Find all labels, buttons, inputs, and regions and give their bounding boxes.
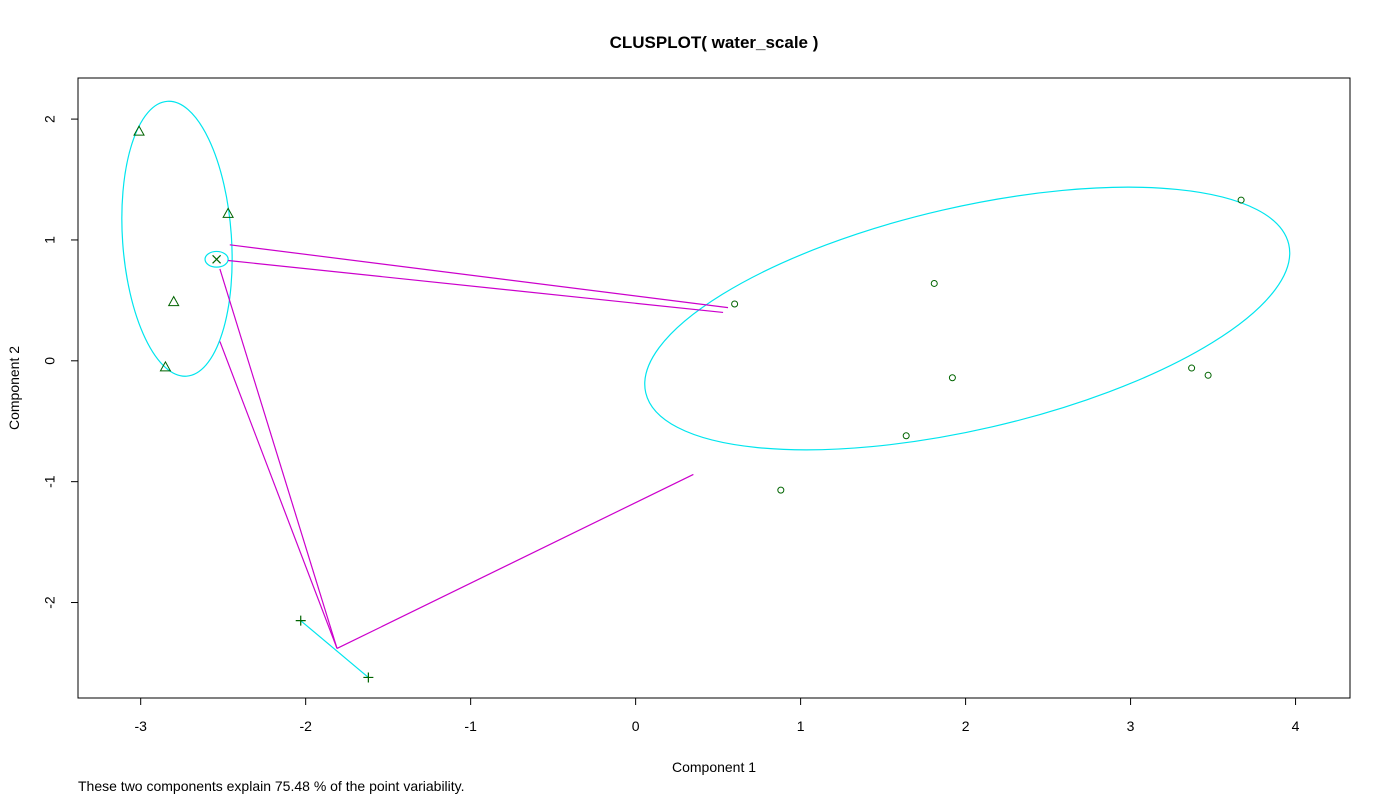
- cluster-connector: [228, 259, 724, 314]
- x-tick-label: 1: [797, 718, 805, 734]
- cluster-ellipse-2: [204, 250, 229, 268]
- cluster-connectors: [219, 244, 729, 649]
- data-point-triangle: [222, 207, 234, 218]
- x-tick-label: 4: [1292, 718, 1300, 734]
- data-point-plus: [295, 615, 306, 626]
- cluster-connector: [219, 268, 338, 649]
- cluster-ellipse-3: [300, 620, 369, 678]
- data-point-circle: [948, 374, 956, 382]
- data-point-triangle: [159, 360, 172, 372]
- cluster-ellipse-4: [644, 186, 1291, 451]
- data-point-circle: [930, 279, 938, 287]
- x-tick-label: -2: [299, 718, 312, 734]
- y-tick-label: -1: [42, 475, 58, 488]
- data-point-circle: [1237, 196, 1245, 204]
- data-points: [133, 125, 1245, 683]
- cluster-connector: [229, 244, 729, 309]
- y-axis-label: Component 2: [6, 346, 22, 430]
- y-tick-label: 0: [42, 357, 58, 365]
- data-point-circle: [777, 486, 785, 494]
- x-axis-label: Component 1: [672, 759, 756, 775]
- y-tick-label: 2: [42, 115, 58, 123]
- data-point-circle: [1204, 371, 1212, 379]
- y-axis: -2 -1 0 1 2: [42, 115, 79, 609]
- x-axis: -3 -2 -1 0 1 2 3 4: [134, 697, 1300, 734]
- cluster-ellipses: [121, 100, 1291, 678]
- data-point-circle: [1188, 364, 1196, 372]
- x-tick-label: 3: [1127, 718, 1135, 734]
- y-tick-label: 1: [42, 236, 58, 244]
- cluster-connector: [336, 473, 694, 649]
- chart-title: CLUSPLOT( water_scale ): [610, 33, 819, 52]
- cluster-connector: [219, 341, 338, 649]
- data-point-circle: [902, 432, 910, 440]
- x-tick-label: 2: [962, 718, 970, 734]
- data-point-circle: [731, 300, 739, 308]
- data-point-plus: [363, 672, 374, 683]
- cluster-ellipse-1: [121, 100, 233, 377]
- x-tick-label: -3: [134, 718, 147, 734]
- data-point-cross: [212, 254, 222, 264]
- data-point-triangle: [167, 295, 180, 307]
- data-point-triangle: [133, 125, 145, 136]
- y-tick-label: -2: [42, 596, 58, 609]
- x-tick-label: 0: [632, 718, 640, 734]
- x-tick-label: -1: [464, 718, 477, 734]
- variability-note: These two components explain 75.48 % of …: [78, 778, 465, 794]
- plot-frame: [77, 77, 1351, 699]
